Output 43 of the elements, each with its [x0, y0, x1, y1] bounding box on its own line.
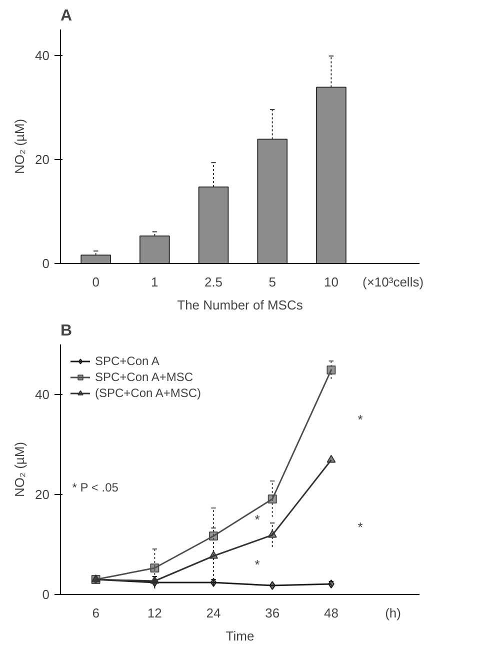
legend-label: SPC+Con A+MSC	[95, 370, 194, 384]
point	[209, 550, 218, 559]
annotation: *	[254, 512, 260, 527]
y-axis-title: NO₂ (µM)	[12, 118, 28, 174]
bar	[139, 235, 170, 264]
annotation: *	[358, 520, 363, 534]
annotation: *	[358, 412, 363, 427]
x-tick-label: 48	[324, 606, 338, 620]
legend-label: SPC+Con A	[95, 354, 160, 368]
text: (×10³cells)	[362, 274, 424, 290]
chart-title: A	[60, 8, 72, 24]
y-tick-label: 20	[35, 152, 50, 167]
legend-label: (SPC+Con A+MSC)	[95, 386, 202, 400]
point	[326, 366, 336, 374]
x-tick-label: 24	[206, 606, 221, 620]
y-tick-label: 0	[42, 587, 50, 602]
bar	[80, 254, 112, 264]
point	[269, 581, 276, 590]
y-tick-label: 20	[35, 487, 50, 502]
point	[268, 494, 277, 504]
x-tick-label: 1	[151, 274, 158, 290]
x-tick-label: 36	[265, 606, 280, 620]
x-tick-label: 6	[92, 606, 100, 620]
x-tick-label: 10	[324, 274, 338, 290]
y-tick-label: 40	[35, 48, 50, 63]
annotation: *	[254, 557, 260, 572]
x-tick-label: 5	[268, 274, 276, 290]
y-tick-label: 40	[35, 387, 50, 402]
chart-title: B	[60, 322, 72, 340]
annotation: * P < .05	[72, 480, 119, 494]
x-tick-label: 2.5	[204, 274, 223, 290]
text: (h)	[385, 606, 401, 620]
point	[150, 576, 160, 584]
y-tick-label: 0	[42, 256, 50, 271]
x-axis-title: Time	[226, 628, 254, 644]
x-tick-label: 0	[92, 274, 100, 290]
point	[268, 530, 277, 538]
x-tick-label: 12	[147, 606, 162, 620]
x-axis-title: The Number of MSCs	[177, 298, 304, 312]
point	[209, 532, 218, 540]
y-axis-title: NO₂ (µM)	[12, 442, 28, 498]
point	[150, 564, 160, 572]
point	[326, 454, 336, 463]
